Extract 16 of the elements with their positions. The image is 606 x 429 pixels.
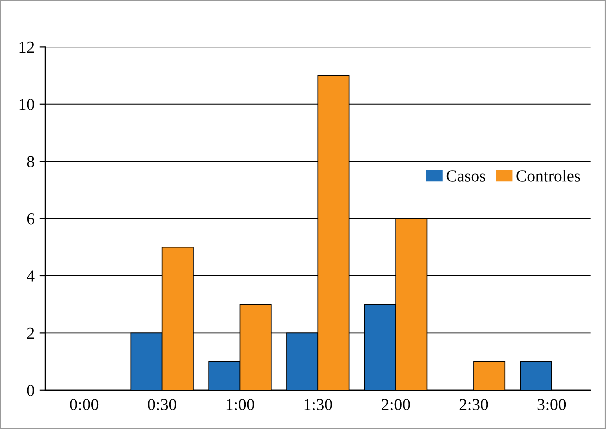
y-tick-label: 8: [27, 156, 34, 168]
y-tick-label: 10: [20, 99, 34, 110]
y-tick-label: 12: [20, 42, 34, 53]
legend-label: Casos: [446, 170, 486, 182]
x-tick-label: 3:00: [538, 399, 566, 411]
y-tick-label: 4: [27, 270, 35, 282]
y-tick-label: 0: [27, 385, 34, 396]
x-tick-label: 0:00: [70, 399, 99, 411]
legend-label: Controles: [516, 170, 580, 182]
x-tick-label: 2:00: [382, 399, 410, 411]
y-tick-label: 2: [27, 328, 34, 339]
y-tick-label: 6: [27, 214, 35, 225]
x-tick-label: 1:30: [304, 399, 332, 411]
x-tick-label: 0:30: [148, 399, 176, 411]
x-tick-label: 2:30: [460, 399, 488, 411]
x-tick-label: 1:00: [226, 399, 254, 411]
